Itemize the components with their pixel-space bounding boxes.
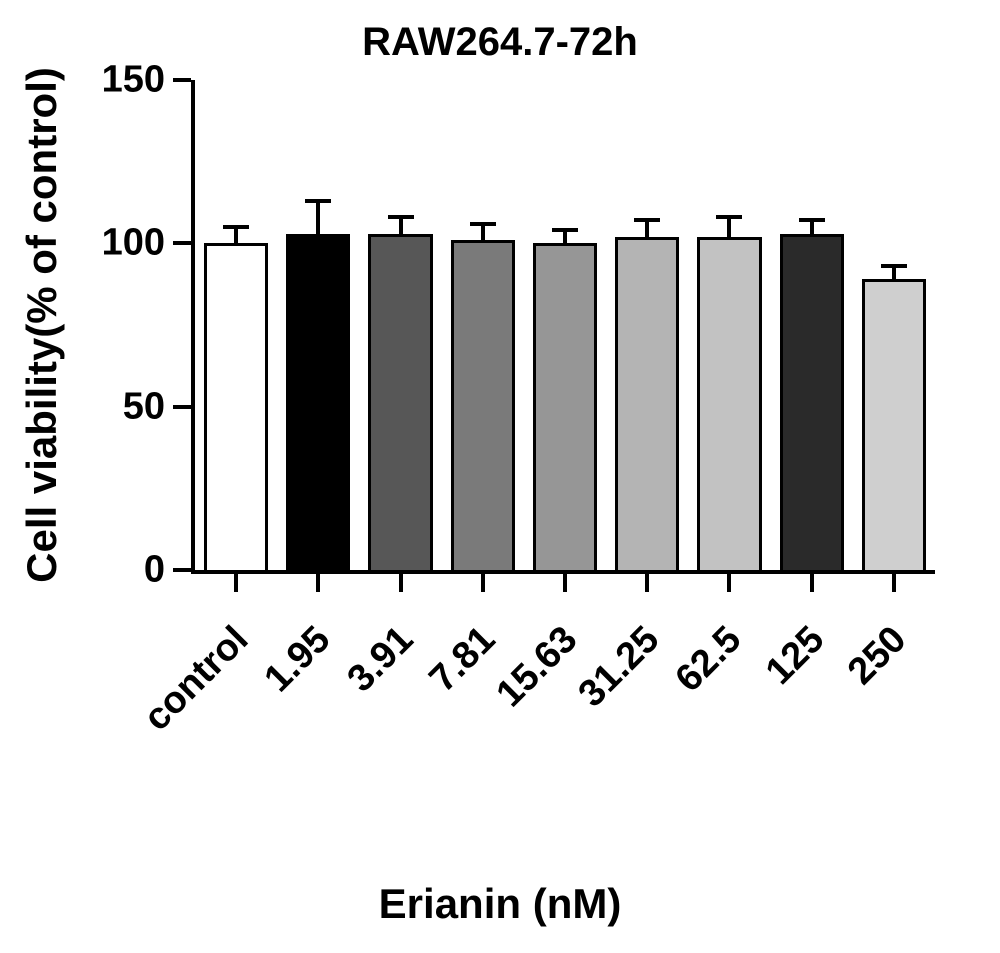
x-tick [234,574,238,592]
x-tick [563,574,567,592]
error-bar-cap [716,215,742,219]
error-bar-stem [481,224,485,240]
bar [697,237,761,570]
x-tick [727,574,731,592]
y-tick [173,568,191,572]
x-tick [481,574,485,592]
bars-layer [195,80,935,570]
bar [862,279,926,570]
error-bar-stem [645,220,649,236]
error-bar-cap [634,218,660,222]
x-tick [645,574,649,592]
bar [533,243,597,570]
error-bar-stem [399,217,403,233]
bar [368,234,432,570]
bar [204,243,268,570]
chart-container: RAW264.7-72h 050100150control1.953.917.8… [0,0,1000,953]
error-bar-cap [552,228,578,232]
plot-area: 050100150control1.953.917.8115.6331.2562… [195,80,935,570]
error-bar-cap [799,218,825,222]
error-bar-cap [881,264,907,268]
y-axis-title: Cell viability(% of control) [18,67,66,583]
bar [451,240,515,570]
x-tick [399,574,403,592]
y-tick [173,241,191,245]
bar [615,237,679,570]
x-tick [810,574,814,592]
bar [286,234,350,570]
x-axis-title: Erianin (nM) [0,880,1000,928]
y-tick [173,405,191,409]
x-tick [316,574,320,592]
error-bar-cap [223,225,249,229]
error-bar-stem [727,217,731,237]
error-bar-cap [470,222,496,226]
error-bar-stem [234,227,238,243]
bar [780,234,844,570]
error-bar-cap [305,199,331,203]
error-bar-cap [388,215,414,219]
y-tick [173,78,191,82]
x-tick [892,574,896,592]
error-bar-stem [316,201,320,234]
